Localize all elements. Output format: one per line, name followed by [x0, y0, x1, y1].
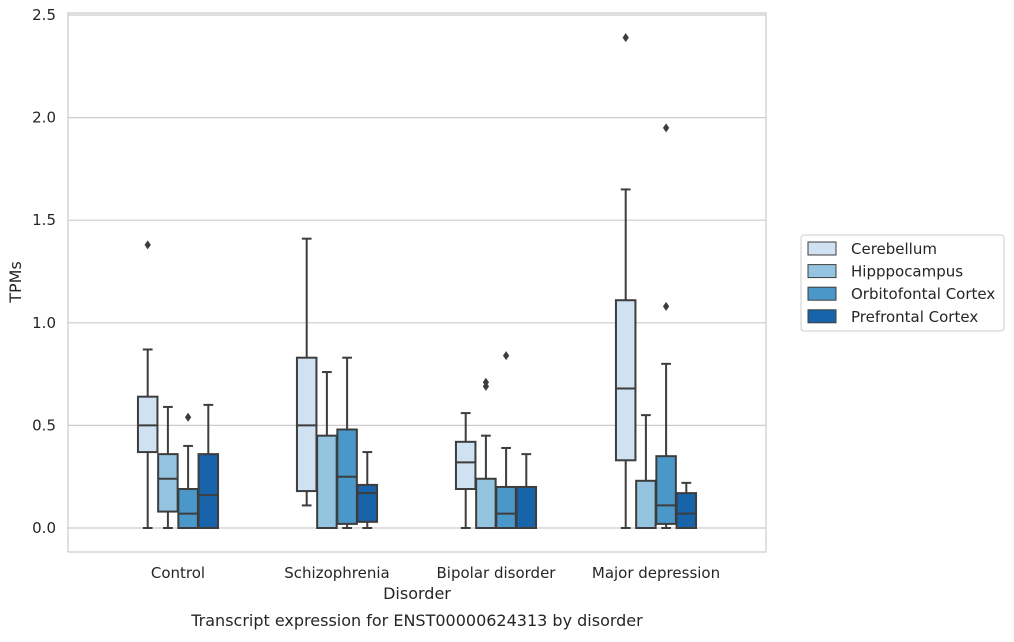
box: [495, 351, 517, 529]
box-series: [136, 33, 698, 530]
box-body: [454, 440, 477, 491]
box: [336, 356, 358, 529]
legend-label: Prefrontal Cortex: [851, 308, 978, 326]
series-cerebellum: [136, 33, 637, 529]
box-body: [177, 488, 199, 529]
box-body: [675, 492, 698, 529]
box-body: [635, 479, 657, 529]
legend: Cerebellum Hipppocampus Orbitofontal Corte…: [800, 234, 1005, 332]
box: [614, 33, 637, 529]
series-prefrontal-cortex: [197, 403, 698, 529]
outlier-point: [502, 351, 510, 361]
box-body: [295, 356, 318, 493]
legend-frame: [800, 234, 1005, 332]
outlier-point: [184, 412, 192, 422]
box: [295, 237, 318, 507]
y-tick-label: 1.0: [32, 314, 56, 332]
box: [316, 371, 338, 529]
chart-title: Transcript expression for ENST0000062431…: [190, 611, 643, 630]
box-body: [515, 485, 538, 529]
box-body: [495, 485, 517, 529]
y-tick-label: 2.0: [32, 109, 56, 127]
box-body: [356, 483, 379, 523]
legend-swatch: [807, 241, 837, 256]
y-tick-label: 0.5: [32, 416, 56, 434]
box-body: [614, 299, 637, 462]
box: [454, 412, 477, 529]
y-tick-label: 0.0: [32, 519, 56, 537]
box: [675, 481, 698, 529]
x-tick-label: Major depression: [592, 564, 720, 582]
outlier-point: [622, 33, 629, 43]
box-body: [316, 434, 338, 529]
box-body: [655, 455, 677, 525]
legend-label: Hipppocampus: [851, 263, 963, 281]
legend-swatch: [807, 286, 837, 301]
box: [136, 240, 159, 529]
x-axis-label: Disorder: [383, 584, 451, 603]
box: [356, 451, 379, 529]
grid-lines: [68, 14, 766, 529]
outlier-point: [662, 301, 670, 311]
outlier-point: [482, 377, 490, 387]
series-hipppocampus: [157, 371, 657, 530]
box-body: [157, 453, 179, 513]
legend-swatch: [807, 309, 837, 324]
box: [177, 412, 199, 529]
box: [197, 403, 220, 529]
x-axis-ticks: Control Schizophrenia Bipolar disorder Majo…: [151, 564, 720, 582]
plot-area-frame: [67, 12, 767, 553]
box-body: [136, 395, 159, 454]
y-tick-label: 2.5: [32, 6, 56, 24]
x-tick-label: Bipolar disorder: [437, 564, 557, 582]
box: [475, 377, 497, 530]
legend-label: Orbitofontal Cortex: [851, 285, 995, 303]
legend-label: Cerebellum: [851, 240, 937, 258]
box: [655, 123, 677, 529]
outlier-point: [144, 240, 151, 250]
x-tick-label: Schizophrenia: [284, 564, 389, 582]
legend-swatch: [807, 264, 837, 279]
y-axis-label: TPMs: [6, 261, 25, 304]
outlier-point: [662, 123, 670, 133]
box-body: [475, 477, 497, 530]
y-tick-label: 1.5: [32, 211, 56, 229]
x-tick-label: Control: [151, 564, 205, 582]
series-orbitofontal-cortex: [177, 123, 677, 529]
box-body: [197, 453, 220, 529]
y-axis-ticks: 0.0 0.5 1.0 1.5 2.0 2.5: [32, 6, 56, 537]
box: [515, 453, 538, 529]
box: [635, 414, 657, 529]
box: [157, 405, 179, 529]
